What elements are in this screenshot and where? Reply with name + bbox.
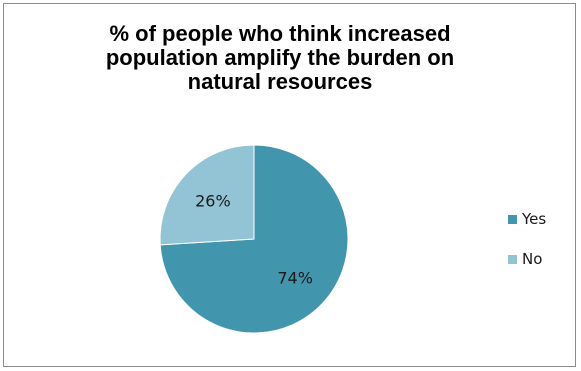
chart-title: % of people who think increased populati… xyxy=(40,22,520,94)
legend-item-no: No xyxy=(508,248,546,270)
chart-title-line-3: natural resources xyxy=(187,69,373,94)
data-label-yes: 74% xyxy=(277,269,313,288)
legend-label-no: No xyxy=(522,250,543,268)
legend-label-yes: Yes xyxy=(522,210,547,228)
data-label-no: 26% xyxy=(195,191,231,210)
chart-title-line-1: % of people who think increased xyxy=(109,21,451,46)
legend: Yes No xyxy=(508,208,546,288)
chart-title-line-2: population amplify the burden on xyxy=(105,45,455,70)
legend-swatch-yes xyxy=(508,214,517,224)
legend-item-yes: Yes xyxy=(508,208,546,230)
pie-slice-no xyxy=(159,144,255,246)
legend-swatch-no xyxy=(508,254,517,264)
